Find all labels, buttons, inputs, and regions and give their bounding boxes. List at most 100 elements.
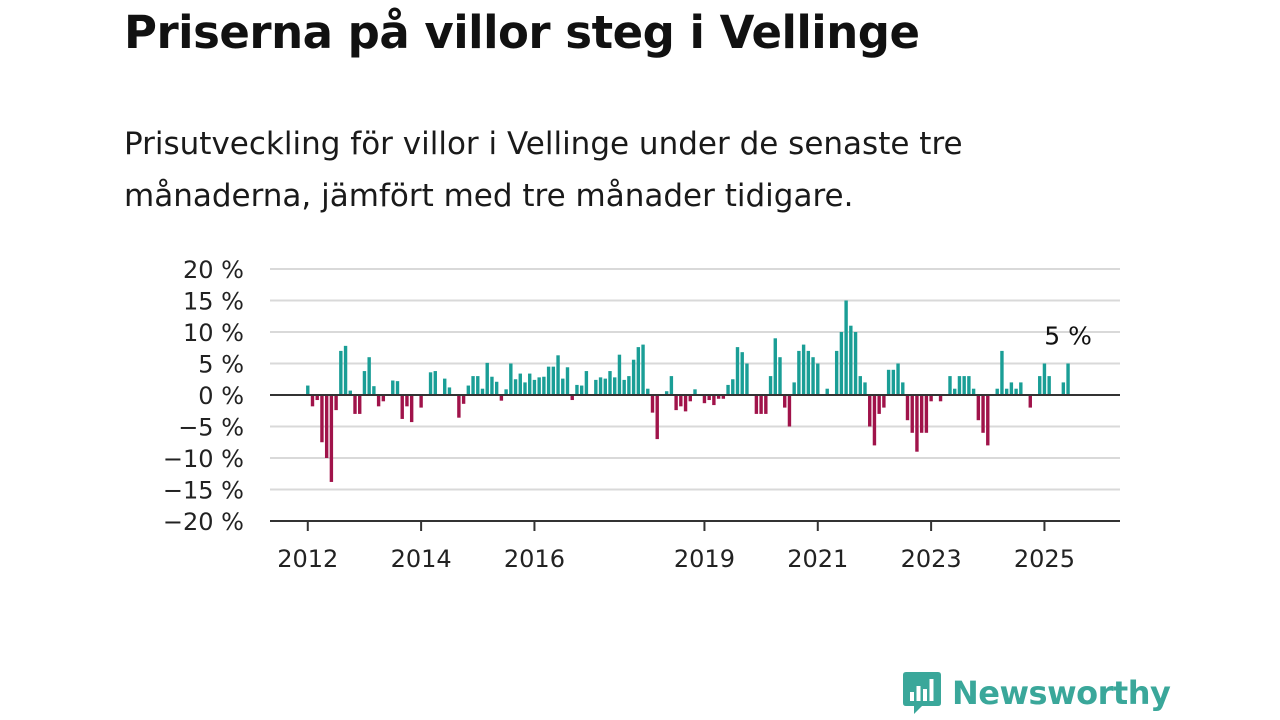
bar: [528, 373, 532, 395]
bar: [745, 363, 749, 395]
bar: [343, 345, 348, 395]
bar: [702, 395, 707, 404]
bar: [877, 395, 881, 414]
bar: [655, 395, 659, 440]
bar: [499, 395, 504, 401]
bar: [579, 385, 584, 395]
bar: [882, 395, 886, 408]
bar: [754, 395, 759, 414]
bar: [844, 300, 848, 395]
bar: [433, 371, 437, 395]
bar: [594, 379, 598, 395]
bar: [735, 347, 740, 395]
bar: [334, 395, 338, 411]
bar: [376, 395, 381, 407]
bar: [461, 395, 466, 404]
bar-chart-speech-bubble-icon: [903, 672, 941, 714]
bar: [1009, 382, 1014, 395]
bar: [811, 357, 815, 395]
bar: [324, 395, 329, 458]
bar: [400, 395, 404, 419]
bar: [679, 395, 683, 407]
bar: [518, 373, 522, 395]
bar: [948, 376, 952, 395]
bar: [409, 395, 414, 423]
bar: [546, 366, 551, 395]
bar: [509, 363, 513, 395]
bar: [490, 376, 494, 395]
bar: [306, 385, 310, 395]
bars: [306, 300, 1070, 482]
bar: [764, 395, 768, 414]
x-tick-label: 2014: [391, 545, 452, 573]
bar: [664, 391, 669, 395]
bar: [476, 376, 480, 395]
x-tick-label: 2016: [504, 545, 565, 573]
bar: [598, 377, 603, 395]
bar: [849, 325, 853, 395]
bar: [915, 395, 919, 452]
bar: [731, 379, 735, 395]
y-tick-label: −15 %: [163, 477, 244, 505]
last-value-label: 5 %: [1044, 322, 1092, 351]
bar: [631, 359, 636, 395]
annotations: 5 %: [1044, 322, 1092, 351]
bar: [759, 395, 763, 414]
y-tick-label: −5 %: [178, 414, 244, 442]
bar: [391, 380, 395, 395]
bar: [986, 395, 990, 446]
bar: [367, 357, 371, 395]
bar: [896, 363, 900, 395]
bar: [834, 350, 839, 395]
bar: [575, 384, 579, 395]
bar: [310, 395, 315, 407]
bar: [570, 395, 574, 401]
bar: [480, 388, 485, 395]
bar: [348, 390, 352, 395]
bar: [395, 381, 400, 395]
bar: [825, 388, 829, 395]
bar: [669, 376, 674, 395]
bar: [919, 395, 924, 433]
bar: [419, 395, 423, 408]
bar: [721, 395, 726, 399]
bar: [740, 352, 744, 395]
bar: [901, 382, 905, 395]
bar: [1028, 395, 1032, 408]
brand-name: Newsworthy: [952, 674, 1171, 712]
bar: [447, 387, 452, 395]
bar: [924, 395, 929, 433]
bar: [816, 363, 820, 395]
bar: [1042, 363, 1047, 395]
bar: [792, 382, 796, 395]
x-axis-ticks: 2012 2014 2016 2019 2021 2023 2025: [277, 521, 1075, 573]
bar: [1066, 363, 1070, 395]
bar: [995, 388, 999, 395]
bar: [929, 395, 933, 402]
bar: [768, 376, 773, 395]
bar: [542, 376, 546, 395]
bar: [613, 377, 617, 395]
bar: [627, 376, 631, 395]
bar: [353, 395, 357, 414]
bar: [457, 395, 461, 418]
axes: [270, 394, 1120, 522]
bar: [381, 395, 386, 402]
y-tick-label: −20 %: [163, 508, 244, 536]
bar: [905, 395, 910, 421]
bar: [868, 395, 872, 427]
bar: [1061, 382, 1066, 395]
bar: [646, 388, 650, 395]
bar: [428, 372, 433, 395]
bar: [603, 378, 607, 395]
chart-subtitle: Prisutveckling för villor i Vellinge und…: [124, 126, 963, 214]
bar: [981, 395, 985, 433]
x-tick-label: 2021: [787, 545, 848, 573]
bar: [523, 382, 527, 395]
page-title: Priserna på villor steg i Vellinge: [124, 6, 920, 59]
bar: [315, 395, 319, 401]
bar: [565, 367, 570, 395]
bar: [494, 381, 499, 395]
bar: [339, 350, 343, 395]
